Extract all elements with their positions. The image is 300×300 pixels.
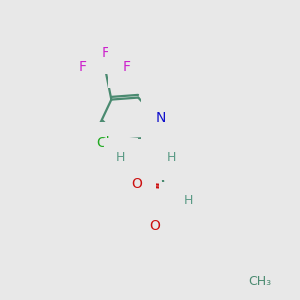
- Text: N: N: [157, 152, 167, 167]
- Text: O: O: [131, 177, 142, 191]
- Text: F: F: [102, 46, 110, 60]
- Text: CH₃: CH₃: [248, 275, 271, 288]
- Text: Cl: Cl: [97, 136, 110, 150]
- Text: F: F: [122, 60, 130, 74]
- Text: H: H: [116, 151, 125, 164]
- Text: H: H: [167, 151, 176, 164]
- Text: F: F: [79, 60, 87, 74]
- Text: N: N: [126, 152, 136, 167]
- Text: O: O: [150, 219, 160, 233]
- Text: N: N: [173, 196, 183, 209]
- Text: H: H: [183, 194, 193, 207]
- Text: N: N: [155, 111, 166, 125]
- Text: O: O: [238, 262, 249, 276]
